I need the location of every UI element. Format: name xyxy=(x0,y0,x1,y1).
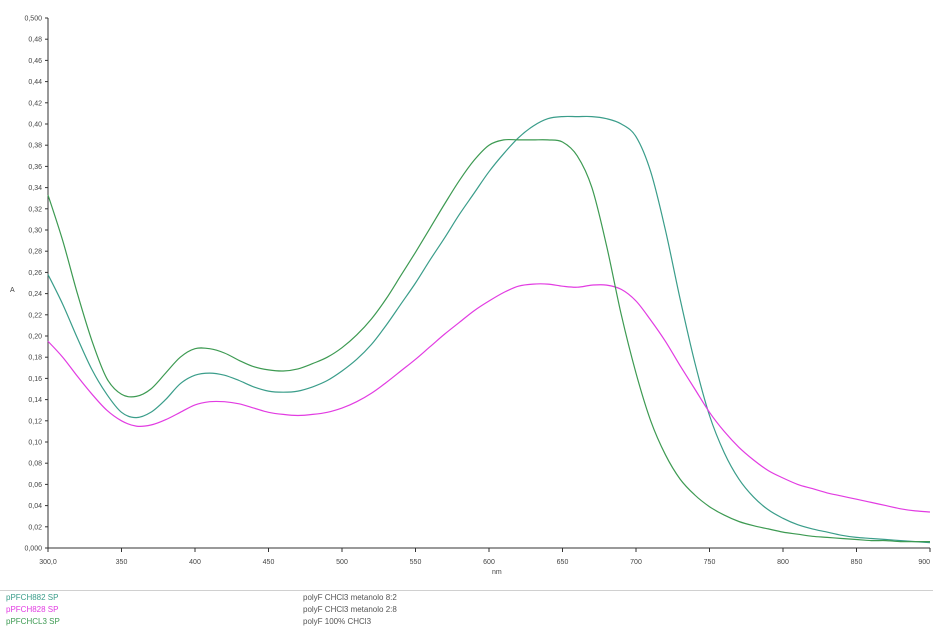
x-tick-label: 900 xyxy=(918,559,930,566)
y-tick-label: 0,04 xyxy=(28,503,42,510)
y-tick-label: 0,06 xyxy=(28,482,42,489)
axis-lines xyxy=(47,18,930,549)
x-axis-ticks: 300,0 350 400 450 500 550 600 650 700 750 800 850 90… xyxy=(39,548,931,566)
axes xyxy=(47,18,930,549)
y-tick-label: 0,36 xyxy=(28,164,42,171)
y-tick-label: 0,000 xyxy=(24,546,42,553)
x-tick-label: 350 xyxy=(116,559,128,566)
legend: pPFCH882 SP polyF CHCl3 metanolo 8:2 pPF… xyxy=(0,590,933,629)
x-tick-label: 850 xyxy=(851,559,863,566)
x-axis-label: nm xyxy=(492,569,502,576)
y-tick-label: 0,16 xyxy=(28,376,42,383)
y-tick-label: 0,12 xyxy=(28,418,42,425)
legend-series-name: pPFCH828 SP xyxy=(6,605,59,614)
x-tick-label: 550 xyxy=(410,559,422,566)
x-tick-label: 500 xyxy=(336,559,348,566)
y-tick-label: 0,28 xyxy=(28,249,42,256)
y-tick-label: 0,02 xyxy=(28,524,42,531)
y-tick-label: 0,38 xyxy=(28,143,42,150)
y-tick-label: 0,24 xyxy=(28,291,42,298)
y-tick-label: 0,42 xyxy=(28,100,42,107)
y-tick-label: 0,10 xyxy=(28,440,42,447)
y-tick-label: 0,22 xyxy=(28,312,42,319)
y-axis-ticks: 0,000 0,02 0,04 0,06 0,08 0,10 0,12 0,14 0,16 0,1… xyxy=(24,16,48,553)
series-line-0 xyxy=(47,115,931,544)
x-tick-label: 400 xyxy=(189,559,201,566)
spectrum-chart: 0,000 0,02 0,04 0,06 0,08 0,10 0,12 0,14 0,16 0,1… xyxy=(10,16,931,576)
x-tick-label: 700 xyxy=(630,559,642,566)
y-tick-label: 0,40 xyxy=(28,122,42,129)
y-tick-label: 0,14 xyxy=(28,397,42,404)
x-tick-label: 650 xyxy=(557,559,569,566)
series-lines xyxy=(47,115,931,544)
legend-series-name: pPFCHCL3 SP xyxy=(6,617,60,626)
y-tick-label: 0,30 xyxy=(28,228,42,235)
y-tick-label: 0,34 xyxy=(28,185,42,192)
y-tick-label: 0,18 xyxy=(28,355,42,362)
series-line-2 xyxy=(47,138,930,543)
x-tick-label: 800 xyxy=(777,559,789,566)
legend-series-description: polyF CHCl3 metanolo 2:8 xyxy=(303,605,397,614)
y-tick-label: 0,500 xyxy=(24,16,42,23)
y-tick-label: 0,46 xyxy=(28,58,42,65)
x-tick-label: 450 xyxy=(263,559,275,566)
x-tick-label: 750 xyxy=(704,559,716,566)
series-line-1 xyxy=(47,283,931,513)
y-axis-label: A xyxy=(10,287,15,294)
x-tick-label: 600 xyxy=(483,559,495,566)
y-tick-label: 0,08 xyxy=(28,461,42,468)
y-tick-label: 0,48 xyxy=(28,37,42,44)
legend-series-name: pPFCH882 SP xyxy=(6,593,59,602)
y-tick-label: 0,32 xyxy=(28,206,42,213)
y-tick-label: 0,20 xyxy=(28,334,42,341)
x-tick-label: 300,0 xyxy=(39,559,57,566)
legend-series-description: polyF 100% CHCl3 xyxy=(303,617,372,626)
y-tick-label: 0,44 xyxy=(28,79,42,86)
y-tick-label: 0,26 xyxy=(28,270,42,277)
legend-series-description: polyF CHCl3 metanolo 8:2 xyxy=(303,593,397,602)
